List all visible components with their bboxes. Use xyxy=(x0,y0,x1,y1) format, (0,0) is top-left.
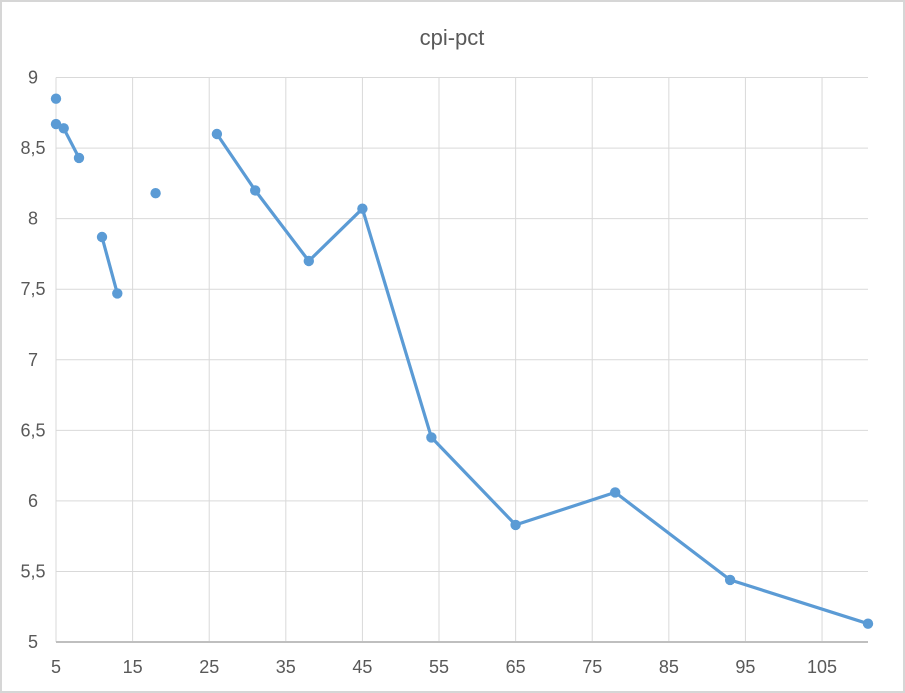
x-tick-label: 85 xyxy=(659,657,679,677)
x-tick-label: 105 xyxy=(807,657,837,677)
x-tick-label: 95 xyxy=(735,657,755,677)
x-tick-label: 75 xyxy=(582,657,602,677)
data-point-marker xyxy=(303,255,314,267)
data-point-marker xyxy=(96,231,108,243)
y-tick-label: 5 xyxy=(28,632,38,652)
plot-area: 55,566,577,588,595 15 25 35 45 55 65 75 85 95 105 xyxy=(20,68,874,677)
data-point-marker xyxy=(724,574,736,586)
x-tick-label: 35 xyxy=(276,657,296,677)
y-tick-label: 7,5 xyxy=(20,279,45,299)
data-point-marker xyxy=(112,288,123,299)
y-tick-label: 8,5 xyxy=(20,138,45,158)
data-point-marker xyxy=(58,123,69,134)
data-point-marker xyxy=(50,93,62,104)
x-tick-label: 5 xyxy=(51,657,61,677)
data-point-marker xyxy=(510,519,521,531)
data-point-marker xyxy=(862,618,874,629)
data-point-marker xyxy=(211,128,223,140)
data-point-marker xyxy=(426,432,437,443)
x-tick-label: 25 xyxy=(199,657,219,677)
data-point-marker xyxy=(50,118,62,130)
data-point-marker xyxy=(610,487,621,498)
x-tick-label: 55 xyxy=(429,657,449,677)
data-point-marker xyxy=(150,188,161,199)
y-tick-label: 6,5 xyxy=(20,420,45,440)
series-line-segment xyxy=(215,132,870,626)
data-point-marker xyxy=(357,203,368,214)
y-tick-label: 5,5 xyxy=(20,561,45,581)
data-point-marker xyxy=(73,152,85,164)
x-tick-label: 15 xyxy=(123,657,143,677)
data-point-marker xyxy=(250,185,261,196)
y-tick-label: 6 xyxy=(28,491,38,511)
y-tick-label: 9 xyxy=(28,68,38,88)
y-tick-label: 7 xyxy=(28,350,38,370)
y-tick-label: 8 xyxy=(28,209,38,229)
x-tick-label: 45 xyxy=(352,657,372,677)
series-line-segment xyxy=(100,235,119,295)
x-tick-label: 65 xyxy=(506,657,526,677)
chart-title: cpi-pct xyxy=(420,25,485,50)
